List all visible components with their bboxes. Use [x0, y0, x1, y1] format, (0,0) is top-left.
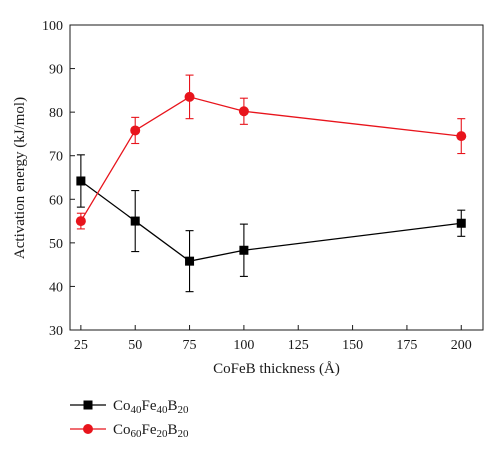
data-point — [185, 256, 195, 266]
y-tick-label: 30 — [49, 324, 63, 339]
legend-item-2: Co60Fe20B20 — [70, 422, 189, 440]
x-tick-label: 175 — [396, 338, 417, 353]
series-1 — [76, 154, 466, 293]
y-tick-label: 60 — [49, 193, 63, 208]
legend-label: Co40Fe40B20 — [113, 398, 189, 416]
ticks: 25 50 75 100 125 150 175 200 30 40 50 60 70 80 90 100 — [42, 19, 472, 353]
x-tick-label: 200 — [451, 338, 472, 353]
legend: Co40Fe40B20 Co60Fe20B20 — [70, 398, 189, 440]
data-point — [130, 216, 140, 226]
y-tick-label: 100 — [42, 19, 63, 34]
data-point — [239, 245, 249, 255]
legend-marker — [83, 400, 93, 410]
x-tick-label: 25 — [74, 338, 88, 353]
x-tick-label: 50 — [128, 338, 142, 353]
x-axis-label: CoFeB thickness (Å) — [213, 361, 340, 377]
data-point — [130, 125, 141, 136]
y-axis-label: Activation energy (kJ/mol) — [12, 97, 28, 259]
y-tick-label: 70 — [49, 150, 63, 165]
plot-frame — [69, 24, 484, 331]
data-point — [456, 131, 467, 142]
y-tick-label: 80 — [49, 106, 63, 121]
data-point — [238, 106, 249, 117]
data-point — [184, 91, 195, 102]
legend-marker — [83, 424, 93, 434]
x-tick-label: 125 — [288, 338, 309, 353]
data-point — [76, 176, 86, 186]
series — [75, 74, 467, 293]
series-line — [80, 96, 462, 222]
data-point — [456, 218, 466, 228]
series-2 — [75, 74, 467, 230]
y-tick-label: 40 — [49, 280, 63, 295]
y-tick-label: 50 — [49, 237, 63, 252]
x-tick-label: 75 — [183, 338, 197, 353]
legend-item-1: Co40Fe40B20 — [70, 398, 189, 416]
x-tick-label: 100 — [233, 338, 254, 353]
x-tick-label: 150 — [342, 338, 363, 353]
legend-label: Co60Fe20B20 — [113, 422, 189, 440]
data-point — [75, 216, 86, 227]
y-tick-label: 90 — [49, 63, 63, 78]
